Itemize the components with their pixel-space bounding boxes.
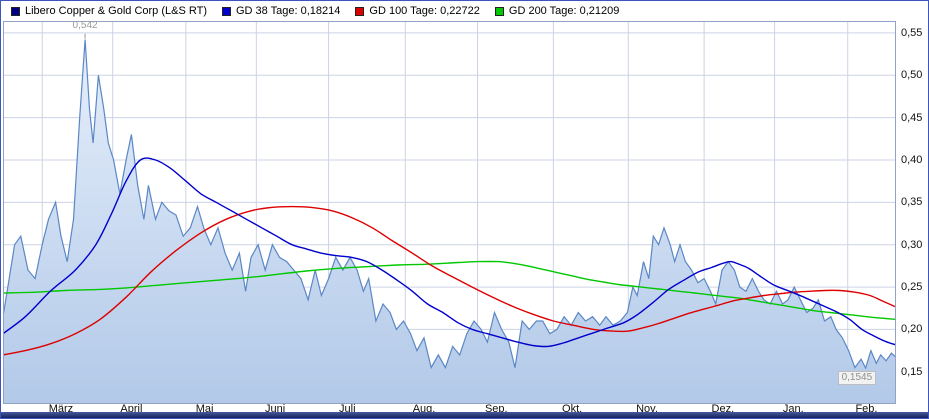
y-axis-tick-label: 0,55 xyxy=(901,26,923,39)
y-axis-tick-label: 0,50 xyxy=(901,69,923,82)
y-axis-tick-label: 0,20 xyxy=(901,323,923,336)
high-annotation: 0,542 xyxy=(72,19,98,31)
y-axis-tick-label: 0,25 xyxy=(901,281,923,294)
legend-color-swatch xyxy=(222,6,231,16)
legend-item: Libero Copper & Gold Corp (L&S RT) xyxy=(11,5,207,17)
legend-label: GD 38 Tage: 0,18214 xyxy=(236,5,341,17)
legend-label: GD 100 Tage: 0,22722 xyxy=(369,5,480,17)
y-axis-tick-label: 0,35 xyxy=(901,196,923,209)
low-annotation: 0,1545 xyxy=(837,370,877,385)
legend-color-swatch xyxy=(11,6,20,16)
bottom-bar xyxy=(1,412,928,418)
chart-legend: Libero Copper & Gold Corp (L&S RT) GD 38 … xyxy=(1,1,928,21)
y-axis-tick-label: 0,40 xyxy=(901,153,923,166)
y-axis-tick-label: 0,45 xyxy=(901,111,923,124)
legend-label: Libero Copper & Gold Corp (L&S RT) xyxy=(25,5,207,17)
legend-label: GD 200 Tage: 0,21209 xyxy=(508,5,620,17)
y-axis-tick-label: 0,15 xyxy=(901,365,923,378)
price-chart-plot[interactable] xyxy=(3,21,897,405)
legend-color-swatch xyxy=(494,6,504,16)
legend-item: GD 38 Tage: 0,18214 xyxy=(222,5,340,17)
legend-item: GD 100 Tage: 0,22722 xyxy=(355,5,480,17)
legend-item: GD 200 Tage: 0,21209 xyxy=(494,5,620,17)
y-axis-tick-label: 0,30 xyxy=(901,238,923,251)
legend-color-swatch xyxy=(355,6,365,16)
